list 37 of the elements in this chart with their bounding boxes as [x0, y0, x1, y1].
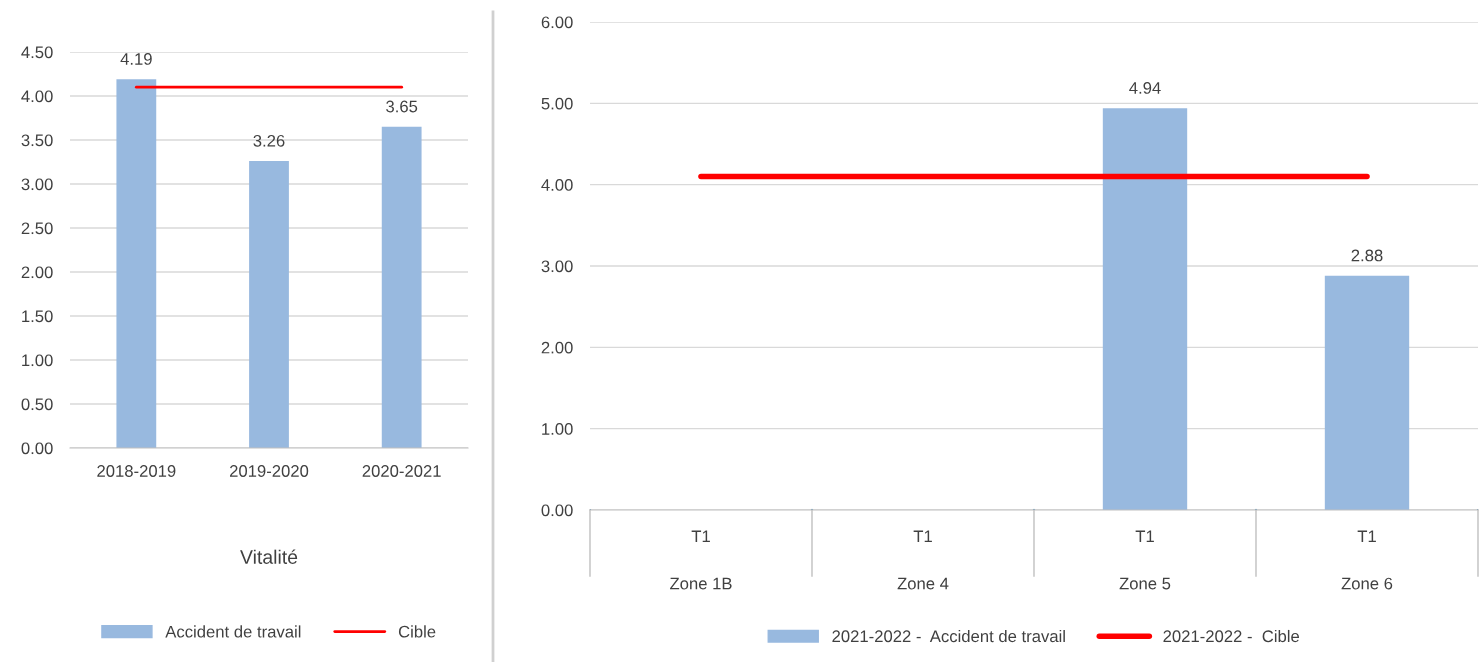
y-tick-label: 4.00	[21, 90, 53, 103]
data-label: 3.26	[253, 134, 285, 147]
y-tick-label: 3.00	[21, 178, 53, 191]
bar	[249, 161, 289, 448]
y-tick-label: 1.00	[22, 354, 53, 367]
legend-label: 2021-2022 - Accident de travail	[832, 629, 1065, 643]
category-label: T1 Zone 1B	[670, 530, 732, 590]
y-tick-label: 0.00	[541, 504, 573, 517]
x-tick-label: 2018-2019	[97, 465, 176, 477]
y-tick-label: 5.00	[541, 97, 573, 110]
x-axis-title: Vitalité	[240, 549, 298, 564]
y-tick-label: 0.00	[21, 442, 53, 455]
legend-label: 2021-2022 - Cible	[1163, 629, 1300, 643]
y-tick-label: 1.00	[542, 423, 573, 435]
bar	[381, 126, 422, 448]
category-label: T1 Zone 4	[897, 530, 949, 590]
legend-label: Cible	[398, 625, 436, 638]
data-label: 2.88	[1351, 249, 1383, 262]
y-tick-label: 3.00	[541, 260, 573, 273]
y-tick-label: 1.50	[22, 310, 53, 323]
y-tick-label: 2.00	[21, 266, 53, 279]
data-label: 4.19	[120, 53, 152, 65]
category-label: T1 Zone 5	[1119, 530, 1171, 590]
y-tick-label: 0.50	[21, 398, 53, 411]
y-tick-label: 2.00	[541, 341, 573, 354]
y-tick-label: 2.50	[21, 222, 53, 235]
category-label: T1 Zone 6	[1341, 530, 1393, 590]
data-label: 4.94	[1129, 82, 1161, 94]
y-tick-label: 6.00	[541, 16, 573, 29]
bar	[116, 79, 157, 448]
y-tick-label: 4.50	[21, 46, 53, 59]
legend-label: Accident de travail	[165, 625, 301, 638]
y-tick-label: 4.00	[541, 179, 573, 191]
x-tick-label: 2019-2020	[229, 465, 309, 477]
y-tick-label: 3.50	[21, 134, 53, 147]
x-tick-label: 2020-2021	[362, 465, 441, 477]
data-label: 3.65	[386, 100, 418, 113]
